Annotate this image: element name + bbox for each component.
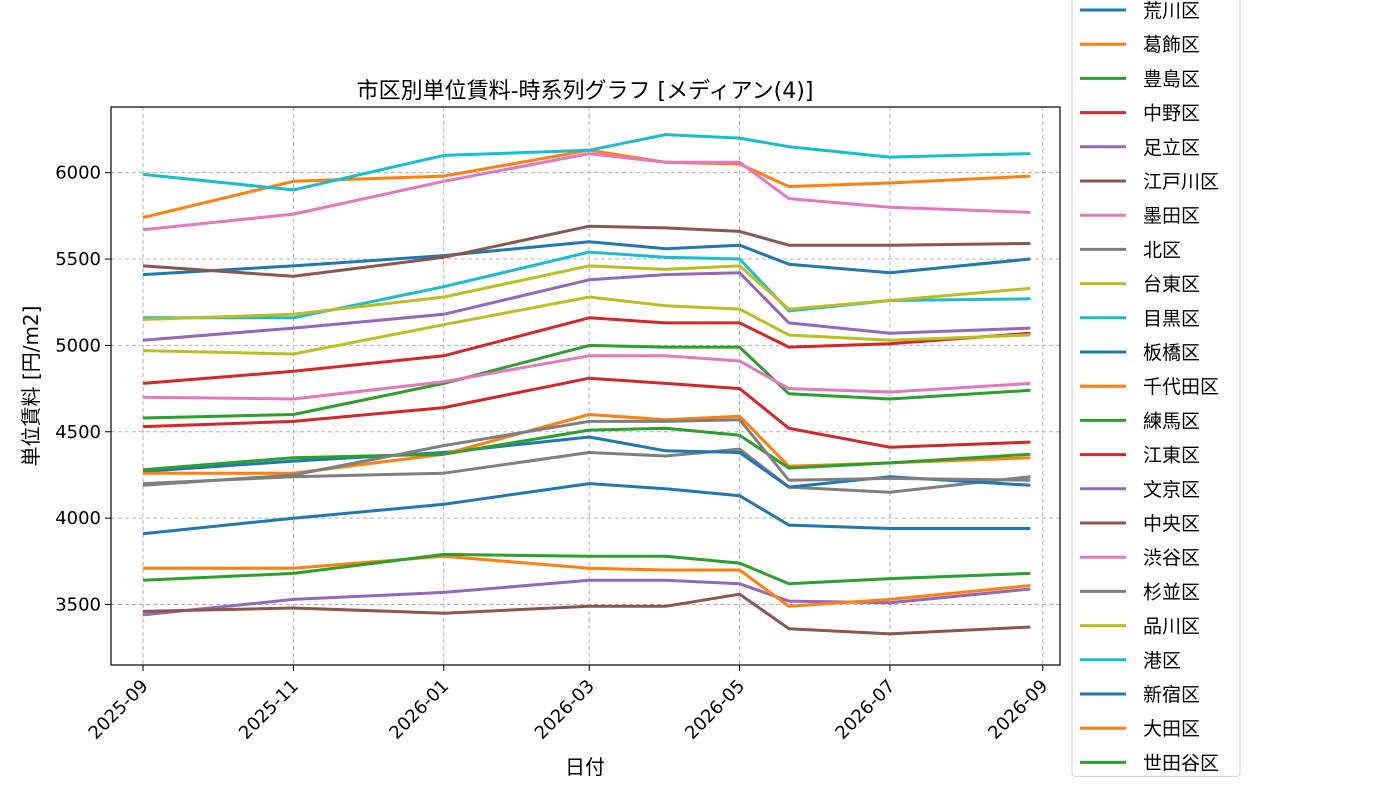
y-axis-ticks: 3500 4000 4500 5000 5500 6000 bbox=[55, 163, 111, 616]
legend-label: 江戸川区 bbox=[1143, 171, 1219, 193]
legend-label: 荒川区 bbox=[1143, 0, 1200, 22]
legend-label: 港区 bbox=[1143, 650, 1181, 672]
legend: 荒川区葛飾区豊島区中野区足立区江戸川区墨田区北区台東区目黒区板橋区千代田区練馬区… bbox=[1071, 0, 1241, 777]
series-line-世田谷区 bbox=[142, 552, 1031, 586]
legend-label: 中央区 bbox=[1143, 513, 1200, 535]
legend-label: 新宿区 bbox=[1143, 684, 1200, 706]
x-axis-label: 日付 bbox=[565, 755, 605, 779]
x-tick-label: 2026-01 bbox=[385, 676, 453, 744]
legend-label: 練馬区 bbox=[1143, 410, 1200, 432]
chart-title: 市区別単位賃料-時系列グラフ [メディアン(4)] bbox=[357, 79, 814, 104]
series-line-新宿区 bbox=[142, 482, 1031, 536]
series-lines bbox=[142, 133, 1031, 636]
plot-frame bbox=[110, 106, 1061, 666]
legend-label: 目黒区 bbox=[1143, 308, 1200, 330]
legend-label: 世田谷区 bbox=[1143, 752, 1219, 774]
legend-label: 渋谷区 bbox=[1143, 547, 1200, 569]
legend-label: 台東区 bbox=[1143, 274, 1200, 296]
y-tick-label: 4500 bbox=[55, 422, 101, 443]
legend-label: 北区 bbox=[1143, 239, 1181, 261]
y-tick-label: 3500 bbox=[55, 595, 101, 616]
series-line-杉並区 bbox=[142, 418, 1031, 487]
series-line-港区 bbox=[142, 133, 1031, 192]
x-tick-label: 2026-07 bbox=[831, 676, 899, 744]
series-line-台東区 bbox=[142, 295, 1031, 356]
series-line-足立区 bbox=[142, 271, 1031, 342]
series-line-江東区 bbox=[142, 376, 1031, 449]
legend-label: 足立区 bbox=[1143, 137, 1200, 159]
series-line-豊島区 bbox=[142, 343, 1031, 420]
x-tick-label: 2025-11 bbox=[235, 676, 303, 744]
y-tick-label: 6000 bbox=[55, 163, 101, 184]
series-line-目黒区 bbox=[143, 250, 1031, 320]
series-line-大田区 bbox=[143, 554, 1031, 608]
series-line-中央区 bbox=[142, 592, 1031, 636]
x-axis-ticks: 2025-09 2025-11 2026-01 2026-03 2026-05 2026-… bbox=[85, 665, 1052, 744]
y-tick-label: 5500 bbox=[55, 249, 101, 270]
series-line-墨田区 bbox=[142, 152, 1031, 232]
y-tick-label: 5000 bbox=[55, 335, 101, 356]
legend-label: 杉並区 bbox=[1143, 581, 1200, 603]
legend-label: 品川区 bbox=[1143, 616, 1200, 638]
legend-label: 文京区 bbox=[1143, 479, 1200, 501]
series-line-練馬区 bbox=[142, 426, 1031, 472]
y-axis-label: 単位賃料 [円/m2] bbox=[19, 306, 43, 467]
legend-label: 大田区 bbox=[1143, 718, 1200, 740]
series-line-江戸川区 bbox=[142, 224, 1031, 278]
legend-label: 葛飾区 bbox=[1143, 34, 1200, 56]
legend-label: 墨田区 bbox=[1143, 205, 1200, 227]
series-line-中野区 bbox=[142, 316, 1031, 385]
series-line-渋谷区 bbox=[142, 354, 1031, 401]
x-tick-label: 2026-03 bbox=[531, 676, 599, 744]
x-tick-label: 2025-09 bbox=[85, 676, 153, 744]
legend-label: 中野区 bbox=[1143, 103, 1200, 125]
legend-label: 板橋区 bbox=[1143, 342, 1200, 364]
x-tick-label: 2026-09 bbox=[984, 676, 1052, 744]
y-tick-label: 4000 bbox=[55, 508, 101, 529]
series-line-荒川区 bbox=[142, 240, 1031, 277]
series-line-北区 bbox=[142, 447, 1031, 494]
x-tick-label: 2026-05 bbox=[681, 676, 749, 744]
legend-label: 千代田区 bbox=[1143, 376, 1219, 398]
legend-label: 豊島区 bbox=[1143, 68, 1200, 90]
series-line-品川区 bbox=[142, 264, 1031, 321]
legend-label: 江東区 bbox=[1143, 445, 1200, 467]
legend-box bbox=[1071, 0, 1241, 777]
